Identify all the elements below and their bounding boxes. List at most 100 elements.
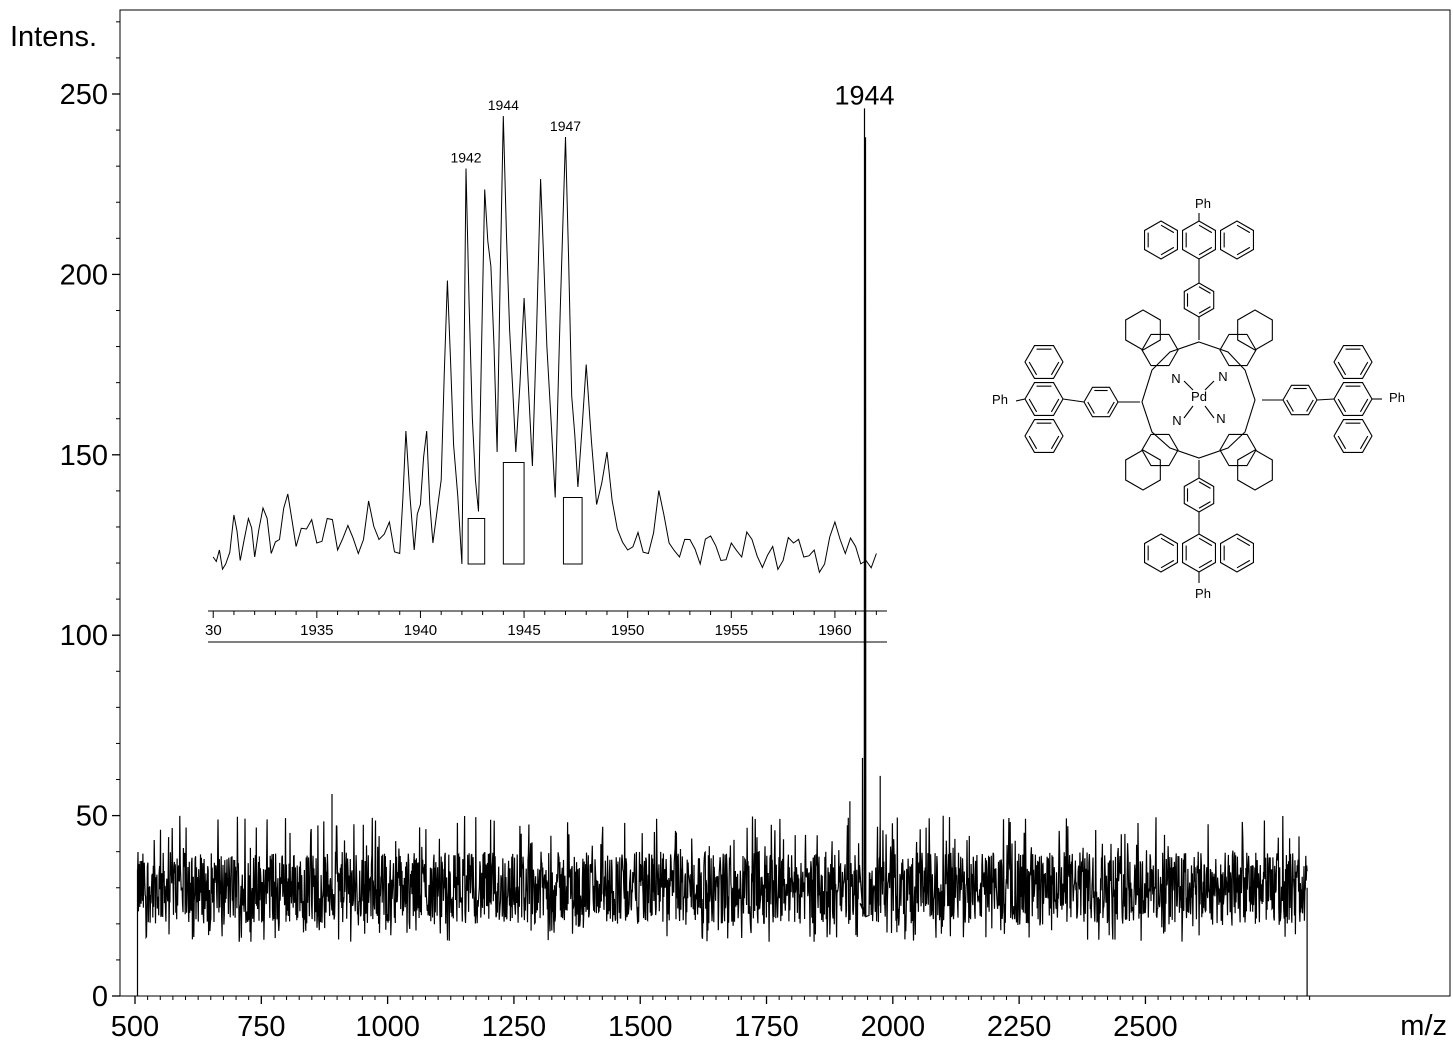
double-bond xyxy=(1087,401,1095,414)
ring xyxy=(1237,309,1273,351)
y-tick-label: 150 xyxy=(60,440,108,472)
ph-label-right: Ph xyxy=(1389,390,1405,405)
double-bond xyxy=(1236,246,1251,256)
n-label-1: N xyxy=(1171,371,1180,386)
ring xyxy=(1024,381,1064,417)
double-bond xyxy=(1359,361,1369,376)
inset-x-tick-label: 1955 xyxy=(715,622,748,639)
double-bond xyxy=(1160,246,1175,256)
double-bond xyxy=(1236,224,1251,234)
ring xyxy=(1181,533,1217,573)
x-axis-label: m/z xyxy=(1400,1010,1447,1042)
inset-x-tick-label: 1935 xyxy=(300,622,333,639)
ring xyxy=(1083,386,1119,418)
bond xyxy=(1316,398,1335,401)
n-label-4: N xyxy=(1216,411,1225,426)
x-tick-label: 2000 xyxy=(861,1011,926,1043)
x-tick-label: 2500 xyxy=(1113,1011,1178,1043)
double-bond xyxy=(1337,435,1347,450)
inset-trace xyxy=(212,115,877,574)
double-bond xyxy=(1198,559,1213,569)
double-bond xyxy=(1337,361,1347,376)
x-tick-label: 750 xyxy=(237,1011,285,1043)
inset-x-tick-label: 1960 xyxy=(818,622,851,639)
double-bond xyxy=(1337,398,1347,413)
bond xyxy=(1015,398,1026,402)
bond xyxy=(1204,380,1215,391)
inset-x-tick-label: 30 xyxy=(205,622,222,639)
inset-isotope-pattern: 30 1935 1940 1945 1950 1955 1960 1942 1944 1947 xyxy=(205,97,887,643)
x-tick-label: 1750 xyxy=(734,1011,799,1043)
double-bond xyxy=(1286,399,1294,412)
ring xyxy=(1143,220,1179,260)
double-bond xyxy=(1160,537,1175,547)
n-label-3: N xyxy=(1172,413,1181,428)
inset-x-tick-label: 1945 xyxy=(507,622,540,639)
double-bond xyxy=(1160,224,1175,234)
double-bond xyxy=(1198,306,1211,314)
double-bond xyxy=(1160,559,1175,569)
double-bond xyxy=(1107,401,1115,414)
ring xyxy=(1024,418,1064,454)
y-axis-label: Intens. xyxy=(10,21,97,53)
y-tick-label: 0 xyxy=(92,981,108,1013)
ring xyxy=(1183,477,1215,513)
double-bond xyxy=(1050,398,1060,413)
double-bond xyxy=(1198,481,1211,489)
ring xyxy=(1282,384,1318,416)
inset-x-tick-label: 1950 xyxy=(611,622,644,639)
double-bond xyxy=(1198,246,1213,256)
ring xyxy=(1219,533,1255,573)
ph-label-left: Ph xyxy=(992,392,1008,407)
double-bond xyxy=(1198,224,1213,234)
ring xyxy=(1024,344,1064,380)
ph-label-bottom: Ph xyxy=(1195,586,1211,601)
inset-simulated-pattern xyxy=(502,462,525,565)
double-bond xyxy=(1198,537,1213,547)
porphyrin-macrocycle xyxy=(1141,341,1256,459)
double-bond xyxy=(1198,501,1211,509)
bond xyxy=(1204,405,1215,419)
double-bond xyxy=(1028,435,1038,450)
double-bond xyxy=(1236,559,1251,569)
inset-peak-label: 1944 xyxy=(488,97,519,113)
double-bond xyxy=(1359,398,1369,413)
x-tick-label: 1000 xyxy=(355,1011,420,1043)
double-bond xyxy=(1028,361,1038,376)
ring xyxy=(1143,533,1179,573)
x-tick-label: 500 xyxy=(111,1011,159,1043)
inset-x-tick-label: 1940 xyxy=(404,622,437,639)
ring xyxy=(1125,309,1161,351)
bond xyxy=(1183,380,1194,391)
double-bond xyxy=(1236,537,1251,547)
main-peak-label: 1944 xyxy=(834,80,894,110)
spectrum-line xyxy=(136,108,1308,996)
double-bond xyxy=(1198,286,1211,294)
inset-simulated-pattern xyxy=(467,518,486,565)
double-bond xyxy=(1050,435,1060,450)
pd-porphyrin-structure xyxy=(1015,213,1382,583)
n-label-2: N xyxy=(1218,369,1227,384)
main-spectrum-trace xyxy=(136,108,1308,996)
ring xyxy=(1219,220,1255,260)
y-tick-label: 100 xyxy=(60,620,108,652)
bond xyxy=(1183,405,1194,419)
double-bond xyxy=(1028,398,1038,413)
x-tick-label: 2250 xyxy=(987,1011,1052,1043)
double-bond xyxy=(1050,361,1060,376)
pd-label: Pd xyxy=(1191,389,1207,404)
main-axes: 0 50 100 150 200 250 500 750 1000 1250 1500 1750 200… xyxy=(60,21,1311,1043)
ring xyxy=(1219,333,1257,367)
ring xyxy=(1333,418,1373,454)
y-tick-label: 250 xyxy=(60,79,108,111)
ring xyxy=(1181,220,1217,260)
inset-simulated-pattern xyxy=(562,497,583,565)
x-tick-label: 1250 xyxy=(482,1011,547,1043)
y-tick-label: 200 xyxy=(60,259,108,291)
ring xyxy=(1125,449,1161,491)
double-bond xyxy=(1306,399,1314,412)
plot-frame xyxy=(119,9,1451,997)
structure-labels: Ph Ph Ph Ph Pd N N N N xyxy=(992,196,1405,601)
ring xyxy=(1333,344,1373,380)
